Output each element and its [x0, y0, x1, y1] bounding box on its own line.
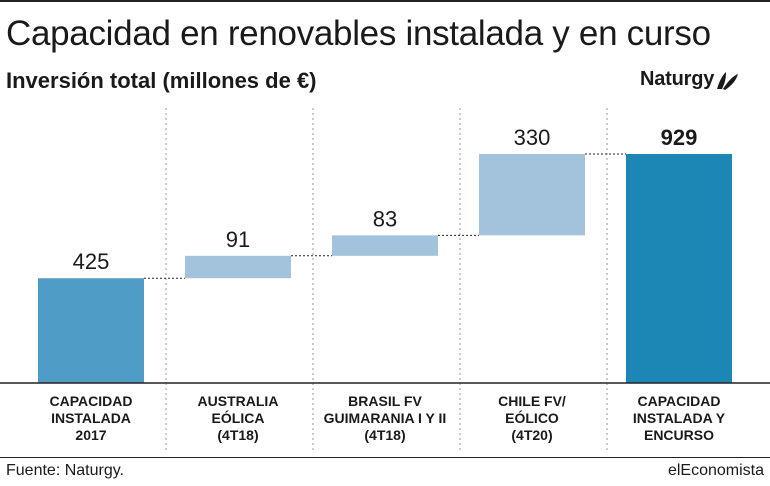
- value-label: 330: [514, 125, 551, 150]
- top-rule: [0, 0, 770, 2]
- chart-title: Capacidad en renovables instalada y en c…: [6, 14, 711, 53]
- category-label: GUIMARANIA I Y II: [324, 410, 447, 426]
- bar: [626, 154, 732, 383]
- category-label: 2017: [75, 427, 106, 443]
- category-label: (4T20): [511, 427, 552, 443]
- value-label: 91: [226, 227, 250, 252]
- logo-text: Naturgy: [640, 68, 715, 90]
- value-label: 425: [73, 249, 110, 274]
- bar: [38, 278, 144, 383]
- value-label: 929: [661, 125, 698, 150]
- category-label: BRASIL FV: [348, 393, 422, 409]
- category-label: EÓLICO: [505, 409, 559, 426]
- category-label: INSTALADA: [51, 410, 131, 426]
- category-label: CHILE FV/: [498, 393, 566, 409]
- chart-subtitle: Inversión total (millones de €): [6, 68, 317, 93]
- category-label: AUSTRALIA: [198, 393, 279, 409]
- category-label: CAPACIDAD: [50, 393, 133, 409]
- leaf-icon: [717, 71, 739, 90]
- footer-source: Fuente: Naturgy.: [6, 462, 124, 479]
- category-label: (4T18): [364, 427, 405, 443]
- bar: [479, 154, 585, 236]
- bar: [332, 235, 438, 256]
- bottom-rule: [0, 457, 770, 458]
- category-label: EÓLICA: [212, 409, 265, 426]
- bar: [185, 255, 291, 279]
- category-label: (4T18): [217, 427, 258, 443]
- naturgy-logo: Naturgy: [640, 68, 740, 91]
- value-label: 83: [373, 206, 397, 231]
- footer-brand: elEconomista: [667, 462, 764, 479]
- category-label: ENCURSO: [644, 427, 714, 443]
- category-label: INSTALADA Y: [633, 410, 726, 426]
- category-label: CAPACIDAD: [638, 393, 721, 409]
